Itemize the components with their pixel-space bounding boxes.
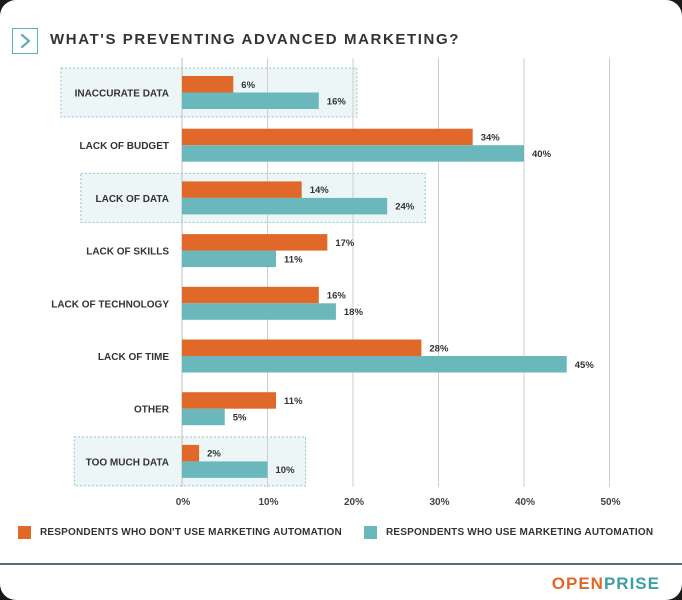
brand-logo: OPENPRISE: [552, 574, 660, 594]
bar-value-label: 10%: [276, 465, 296, 476]
legend-swatch-teal: [364, 526, 377, 539]
bar-automation-lack-of-data: [182, 197, 388, 215]
bar-value-label: 40%: [532, 149, 552, 160]
bar-chart: 0% 10% 20% 30% 40% 50% INACCURATE DATA 6% 16% LAC…: [51, 58, 621, 508]
bar-automation-too-much-data: [182, 461, 268, 478]
bar-value-label: 5%: [233, 412, 247, 423]
x-tick-label: 50%: [600, 497, 620, 508]
chevron-right-icon: [12, 28, 38, 54]
bar-value-label: 11%: [284, 396, 303, 407]
category-label: INACCURATE DATA: [75, 89, 169, 100]
bar-automation-inaccurate-data: [182, 92, 319, 109]
legend-swatch-orange: [18, 526, 31, 539]
bar-automation-lack-of-skills: [182, 250, 277, 268]
legend-item-no-automation: RESPONDENTS WHO DON'T USE MARKETING AUTO…: [18, 526, 342, 539]
x-tick-label: 0%: [176, 497, 191, 508]
legend-item-automation: RESPONDENTS WHO USE MARKETING AUTOMATION: [364, 526, 653, 539]
category-label: LACK OF DATA: [95, 194, 169, 205]
bar-value-label: 17%: [335, 238, 355, 249]
bar-automation-lack-of-technology: [182, 303, 336, 320]
bar-no-automation-other: [182, 392, 277, 409]
bar-no-automation-inaccurate-data: [182, 76, 234, 93]
bar-value-label: 34%: [481, 132, 501, 143]
bar-no-automation-lack-of-technology: [182, 286, 319, 304]
bar-no-automation-lack-of-skills: [182, 234, 328, 251]
bar-no-automation-lack-of-data: [182, 181, 302, 198]
brand-logo-part-2: PRISE: [603, 574, 660, 593]
chart-title: WHAT'S PREVENTING ADVANCED MARKETING?: [50, 31, 460, 48]
category-label: LACK OF TIME: [98, 352, 169, 363]
legend-label-no-automation: RESPONDENTS WHO DON'T USE MARKETING AUTO…: [40, 527, 342, 538]
legend-label-automation: RESPONDENTS WHO USE MARKETING AUTOMATION: [386, 527, 654, 538]
bar-value-label: 11%: [284, 254, 303, 265]
x-tick-label: 20%: [344, 497, 364, 508]
category-label: LACK OF TECHNOLOGY: [51, 299, 169, 310]
bar-value-label: 28%: [429, 343, 449, 354]
bar-value-label: 16%: [327, 291, 347, 302]
category-label: OTHER: [134, 405, 170, 416]
brand-logo-part-1: OPEN: [551, 574, 604, 593]
bar-no-automation-lack-of-time: [182, 339, 422, 356]
bar-value-label: 6%: [241, 80, 255, 91]
bar-no-automation-too-much-data: [182, 444, 200, 462]
bar-automation-other: [182, 408, 225, 426]
bar-value-label: 16%: [327, 96, 347, 107]
x-tick-label: 10%: [258, 497, 278, 508]
bar-automation-lack-of-budget: [182, 145, 524, 162]
footer-divider: [0, 563, 682, 565]
bar-value-label: 2%: [207, 449, 221, 460]
bar-value-label: 24%: [395, 202, 415, 213]
category-label: LACK OF BUDGET: [80, 141, 169, 152]
x-tick-label: 30%: [429, 497, 449, 508]
x-tick-label: 40%: [515, 497, 535, 508]
category-label: TOO MUCH DATA: [86, 457, 169, 468]
bar-no-automation-lack-of-budget: [182, 128, 473, 146]
bar-value-label: 18%: [344, 307, 364, 318]
bar-value-label: 45%: [575, 360, 595, 371]
bar-value-label: 14%: [310, 185, 330, 196]
category-label: LACK OF SKILLS: [86, 247, 169, 258]
bar-automation-lack-of-time: [182, 356, 567, 373]
